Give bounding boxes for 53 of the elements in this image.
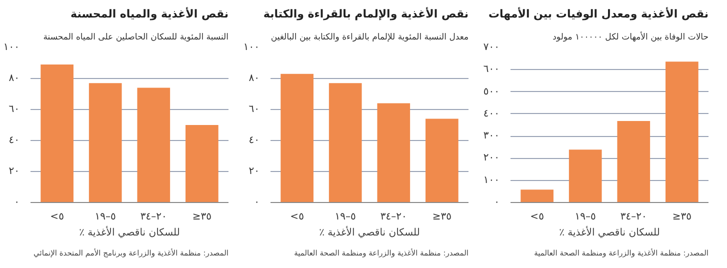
y-tick-label: ٤٠٠ [483, 108, 500, 120]
bar [40, 64, 74, 202]
x-tick-label: ٥–١٩ [94, 212, 116, 222]
bar [666, 62, 698, 202]
x-tick-label: <٥ [530, 212, 544, 222]
y-tick-label: ٤٠ [8, 135, 20, 146]
x-tick-label: ≥٣٥ [192, 212, 212, 222]
bar [617, 121, 650, 202]
y-tick-label: ٠ [14, 197, 20, 208]
bar [88, 83, 122, 202]
chart-title: نقص الأغذية والإلمام بالقراءة والكتابة [263, 6, 469, 20]
y-tick-label: ٤٠ [248, 135, 260, 146]
x-tick-label: <٥ [50, 212, 64, 222]
chart-subtitle: حالات الوفاة بين الأمهات لكل ١٠٠٠٠٠ مولود [552, 30, 709, 42]
y-tick-label: ٨٠ [248, 73, 260, 84]
x-tick-label: ٥–١٩ [334, 212, 356, 222]
bar [520, 190, 554, 202]
x-tick-label: ٥–١٩ [574, 212, 596, 222]
bar [186, 125, 218, 202]
y-tick-label: ٥٠٠ [483, 86, 500, 98]
chart-subtitle: النسبة المئوية للسكان الحاصلين على المياه المحسنة [43, 32, 229, 42]
x-axis-title: ٪ للسكان ناقصي الأغذية [79, 226, 180, 238]
y-tick-label: ٦٠ [8, 104, 20, 115]
bar [377, 103, 410, 202]
x-tick-label: ≥٣٥ [432, 212, 452, 222]
y-tick-label: ٠ [494, 197, 500, 208]
y-tick-label: ٨٠ [8, 73, 20, 84]
x-tick-label: ٢٠–٣٤ [140, 212, 167, 222]
y-tick-label: ١٠٠ [3, 42, 20, 53]
x-tick-label: ٢٠–٣٤ [380, 212, 407, 222]
y-tick-label: ١٠٠ [483, 174, 500, 186]
y-tick-label: ٢٠٠ [483, 152, 500, 164]
y-tick-label: ٠ [254, 197, 260, 208]
bar [328, 83, 362, 202]
y-tick-label: ١٠٠ [243, 42, 260, 53]
bar [137, 88, 170, 202]
y-tick-label: ٢٠ [248, 166, 260, 177]
x-tick-label: ٢٠–٣٤ [620, 212, 647, 222]
x-tick-label: <٥ [290, 212, 304, 222]
chart-title: نقص الأغذية ومعدل الوفيات بين الأمهات [488, 6, 708, 20]
bar [568, 150, 602, 202]
chart-title: نقص الأغذية والمياه المحسنة [70, 6, 229, 20]
bar [426, 118, 458, 202]
x-tick-label: ≥٣٥ [672, 212, 692, 222]
y-tick-label: ٦٠٠ [483, 64, 500, 76]
x-axis-title: ٪ للسكان ناقصي الأغذية [319, 226, 420, 238]
chart-subtitle: معدل النسبة المئوية للإلمام بالقراءة والكتابة بين البالغين [270, 32, 469, 42]
x-axis-title: ٪ للسكان ناقصي الأغذية [559, 226, 660, 238]
y-tick-label: ٧٠٠ [483, 42, 500, 53]
y-tick-label: ٦٠ [248, 104, 260, 115]
y-tick-label: ٣٠٠ [483, 130, 500, 142]
y-tick-label: ٢٠ [8, 166, 20, 177]
bar [280, 74, 314, 202]
